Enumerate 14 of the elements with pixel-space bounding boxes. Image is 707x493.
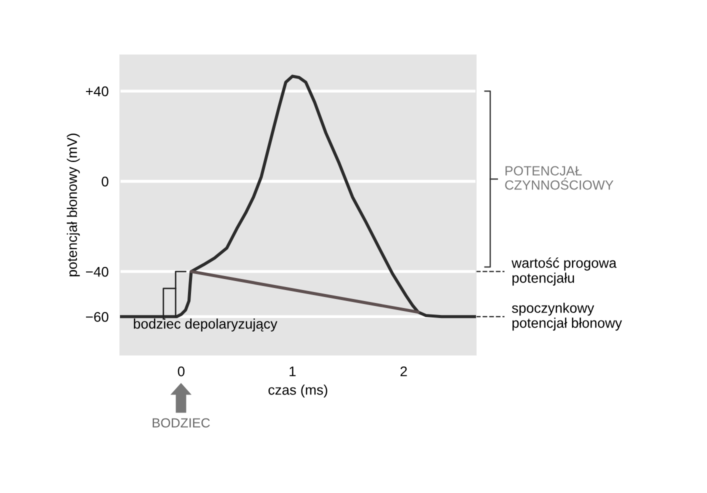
x-axis-title: czas (ms) [268, 384, 328, 398]
y-tick-label: +40 [86, 86, 108, 96]
x-tick-label: 0 [178, 366, 185, 376]
ref-line-label: wartość progowa potencjału [512, 258, 617, 286]
y-tick-label: 0 [102, 176, 108, 186]
x-tick-label: 2 [400, 366, 407, 376]
y-tick-label: −60 [86, 312, 108, 322]
text: POTENCJAŁ CZYNNOŚCIOWY [505, 166, 614, 190]
y-tick-label: −40 [86, 266, 108, 277]
y-axis-title: potencjał błonowy (mV) [66, 134, 80, 276]
ref-line-label: spoczynkowy potencjał błonowy [512, 302, 622, 331]
annotation: bodziec depolaryzujący [134, 318, 278, 332]
text: BODZIEC [152, 418, 210, 428]
x-tick-label: 1 [290, 366, 296, 376]
